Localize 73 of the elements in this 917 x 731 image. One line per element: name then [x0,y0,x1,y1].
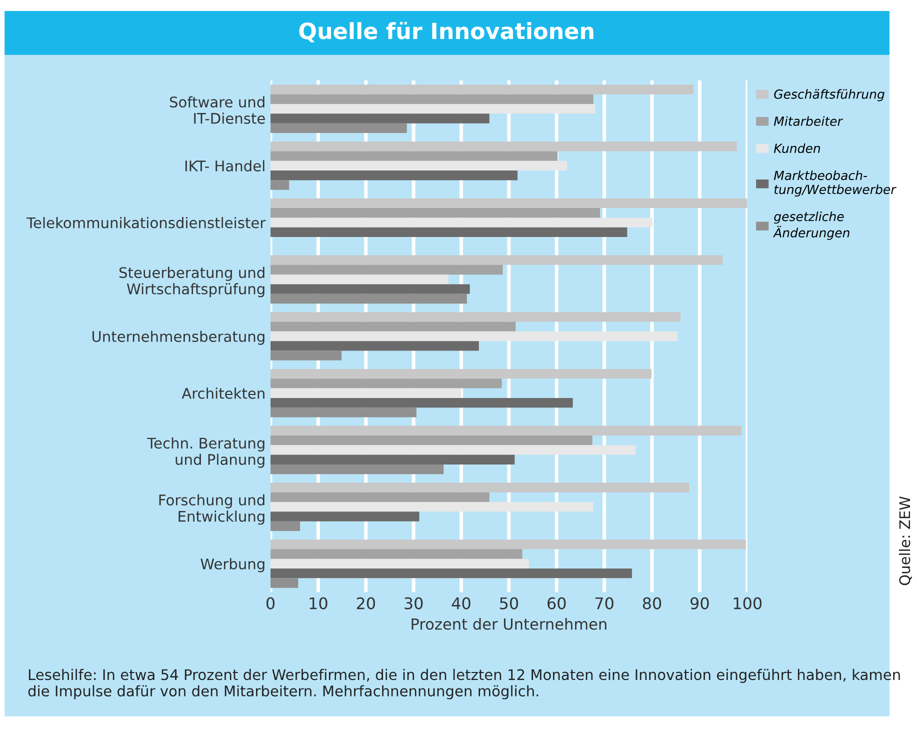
y-tick-label: Forschung und Entwicklung [159,494,264,525]
bar [270,142,737,152]
legend-label: gesetzliche Änderungen [772,212,850,240]
bar [270,218,652,228]
y-tick-label: Werbung [200,558,264,572]
bar [270,435,592,446]
x-tick-label: 80 [642,597,662,610]
chart-title: Quelle für Innovationen [299,22,594,42]
legend-label: Geschäftsführung [774,89,884,102]
legend-label: Mitarbeiter [774,116,844,126]
bar [270,558,529,569]
bar [270,464,444,474]
bar [270,578,298,588]
x-tick-label: 10 [310,597,328,610]
bar [270,482,690,492]
bar [270,331,678,342]
x-tick-label: 30 [404,597,423,610]
bar [270,445,636,455]
y-tick-label: IKT- Handel [185,160,264,172]
bar [270,160,568,171]
bar [270,540,746,550]
bar [270,104,596,114]
bar [270,180,290,190]
source-note: Quelle: ZEW [898,496,912,586]
bar [270,549,522,559]
y-tick-label: Architekten [182,388,264,399]
y-tick-label: Techn. Beratung und Planung [147,437,264,468]
bar [270,274,448,284]
bar [270,170,518,180]
bar [270,264,503,275]
x-tick-label: 40 [452,597,470,610]
bar [270,502,594,512]
text: Lesehilfe: In etwa 54 Prozent der Werbefirmen, die in den letzten 12 Monaten eine Innovation eingeführt haben, kamen die Impulse dafür von den Mitarbeitern. Mehrfachnennungen möglich. [28,668,900,700]
bar [270,94,594,104]
legend-label: Kunden [774,143,820,154]
bar [270,521,300,531]
y-tick-label: Telekommunikationsdienstleister [26,217,266,228]
bar [270,84,694,94]
bar [270,368,652,379]
x-tick-label: 90 [690,597,709,610]
bar [270,284,470,294]
x-tick-label: 50 [500,597,518,610]
bar [270,568,632,578]
bar [270,350,342,360]
bar [270,151,558,161]
bar [270,492,490,502]
x-tick-label: 20 [356,597,375,610]
bar [270,198,748,208]
bar [270,255,723,265]
bar [270,426,742,436]
x-tick-label: 100 [734,597,762,610]
bar [270,294,467,304]
x-tick-label: 70 [595,597,614,610]
x-axis-title: Prozent der Unternehmen [412,618,606,630]
y-tick-label: Steuerberatung und Wirtschaftsprüfung [119,266,264,298]
bar [270,454,515,464]
bar [270,398,573,408]
bar [270,322,516,332]
bar [270,123,407,133]
bar [270,378,502,388]
bar [270,312,681,322]
legend-label: Marktbeobach- tung/Wettbewerber [774,170,896,197]
y-tick-label: Unternehmensberatung [92,330,264,345]
x-tick-label: 60 [548,597,566,610]
bar [270,388,462,398]
bar [270,341,479,351]
bar [270,227,628,238]
y-tick-label: Software und IT-Dienste [170,96,265,124]
bar [270,208,600,218]
bar [270,408,416,418]
bar [270,114,490,124]
bar [270,512,420,522]
x-tick-label: 0 [266,597,275,610]
